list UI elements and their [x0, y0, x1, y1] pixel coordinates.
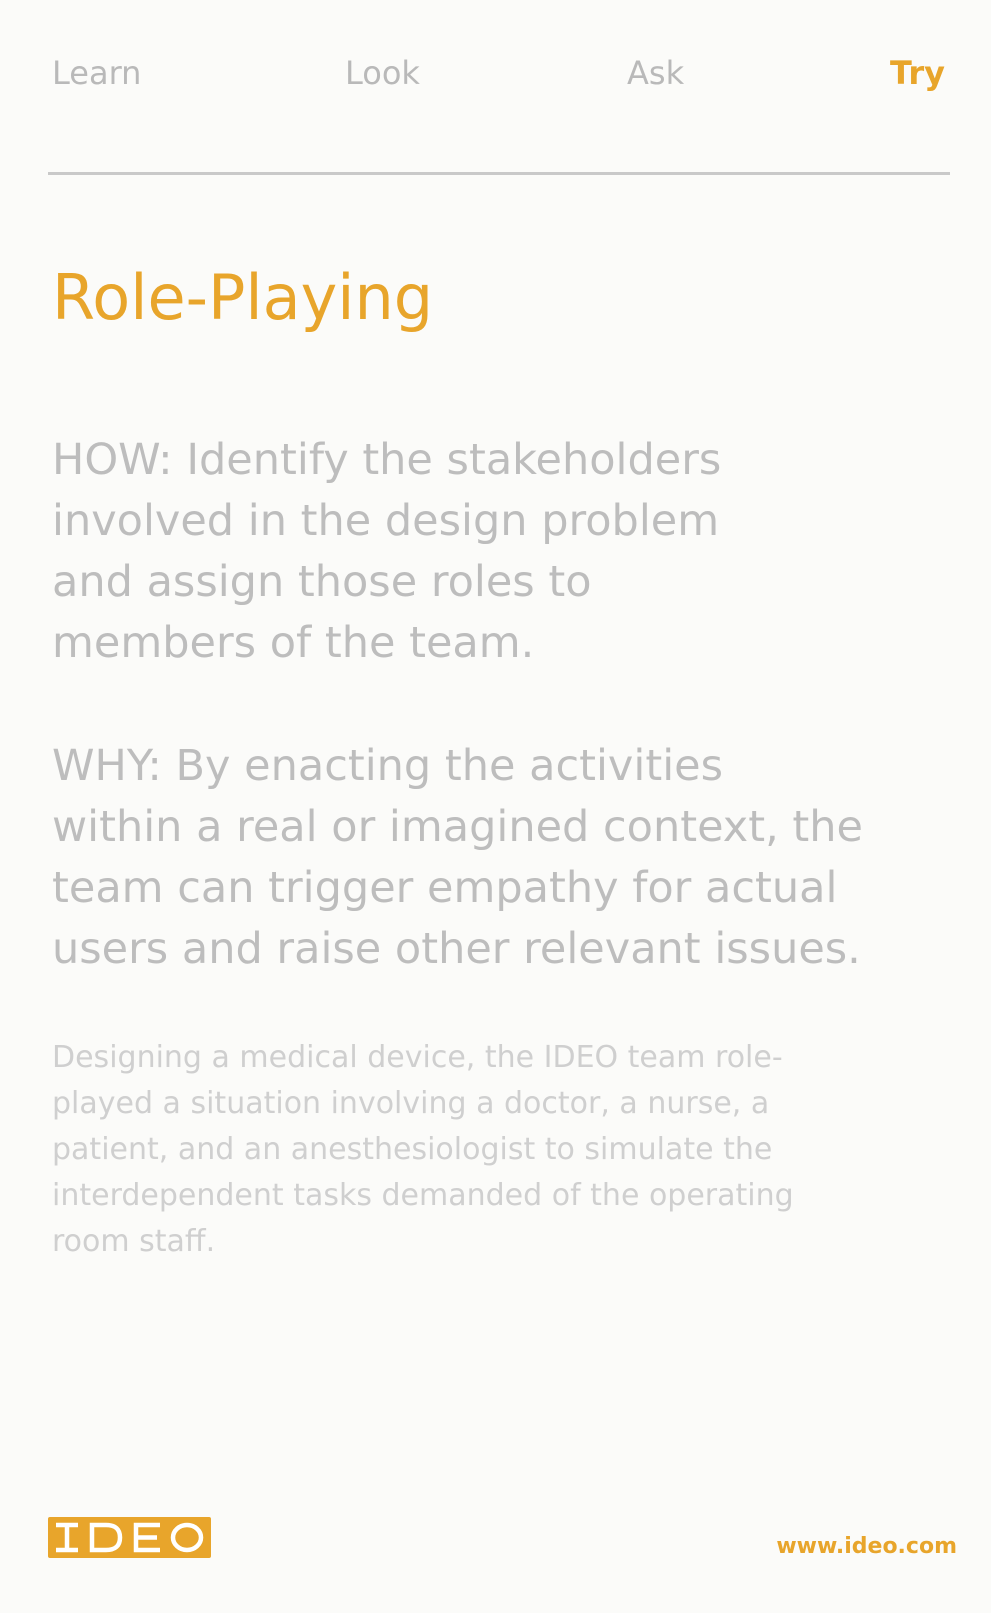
why-line: users and raise other relevant issues. — [52, 924, 861, 974]
how-line: HOW: Identify the stakeholders — [52, 435, 722, 485]
example-paragraph: Designing a medical device, the IDEO tea… — [52, 1035, 952, 1265]
how-paragraph: HOW: Identify the stakeholders involved … — [52, 430, 952, 674]
website-link[interactable]: www.ideo.com — [776, 1534, 957, 1559]
how-line: members of the team. — [52, 618, 535, 668]
example-line: room staff. — [52, 1224, 216, 1259]
example-line: played a situation involving a doctor, a… — [52, 1086, 770, 1121]
why-line: within a real or imagined context, the — [52, 802, 863, 852]
tab-learn[interactable]: Learn — [52, 54, 142, 92]
ideo-logo — [48, 1517, 211, 1558]
card-title: Role-Playing — [52, 261, 434, 334]
header-divider — [48, 172, 950, 175]
why-line: WHY: By enacting the activities — [52, 741, 723, 791]
tab-look[interactable]: Look — [345, 54, 420, 92]
category-tabs: Learn Look Ask Try — [52, 48, 945, 98]
example-line: Designing a medical device, the IDEO tea… — [52, 1040, 783, 1075]
example-line: patient, and an anesthesiologist to simu… — [52, 1132, 773, 1167]
how-line: and assign those roles to — [52, 557, 592, 607]
why-line: team can trigger empathy for actual — [52, 863, 838, 913]
tab-try[interactable]: Try — [890, 54, 945, 92]
why-paragraph: WHY: By enacting the activities within a… — [52, 736, 952, 980]
example-line: interdependent tasks demanded of the ope… — [52, 1178, 794, 1213]
how-line: involved in the design problem — [52, 496, 720, 546]
tab-ask[interactable]: Ask — [627, 54, 685, 92]
